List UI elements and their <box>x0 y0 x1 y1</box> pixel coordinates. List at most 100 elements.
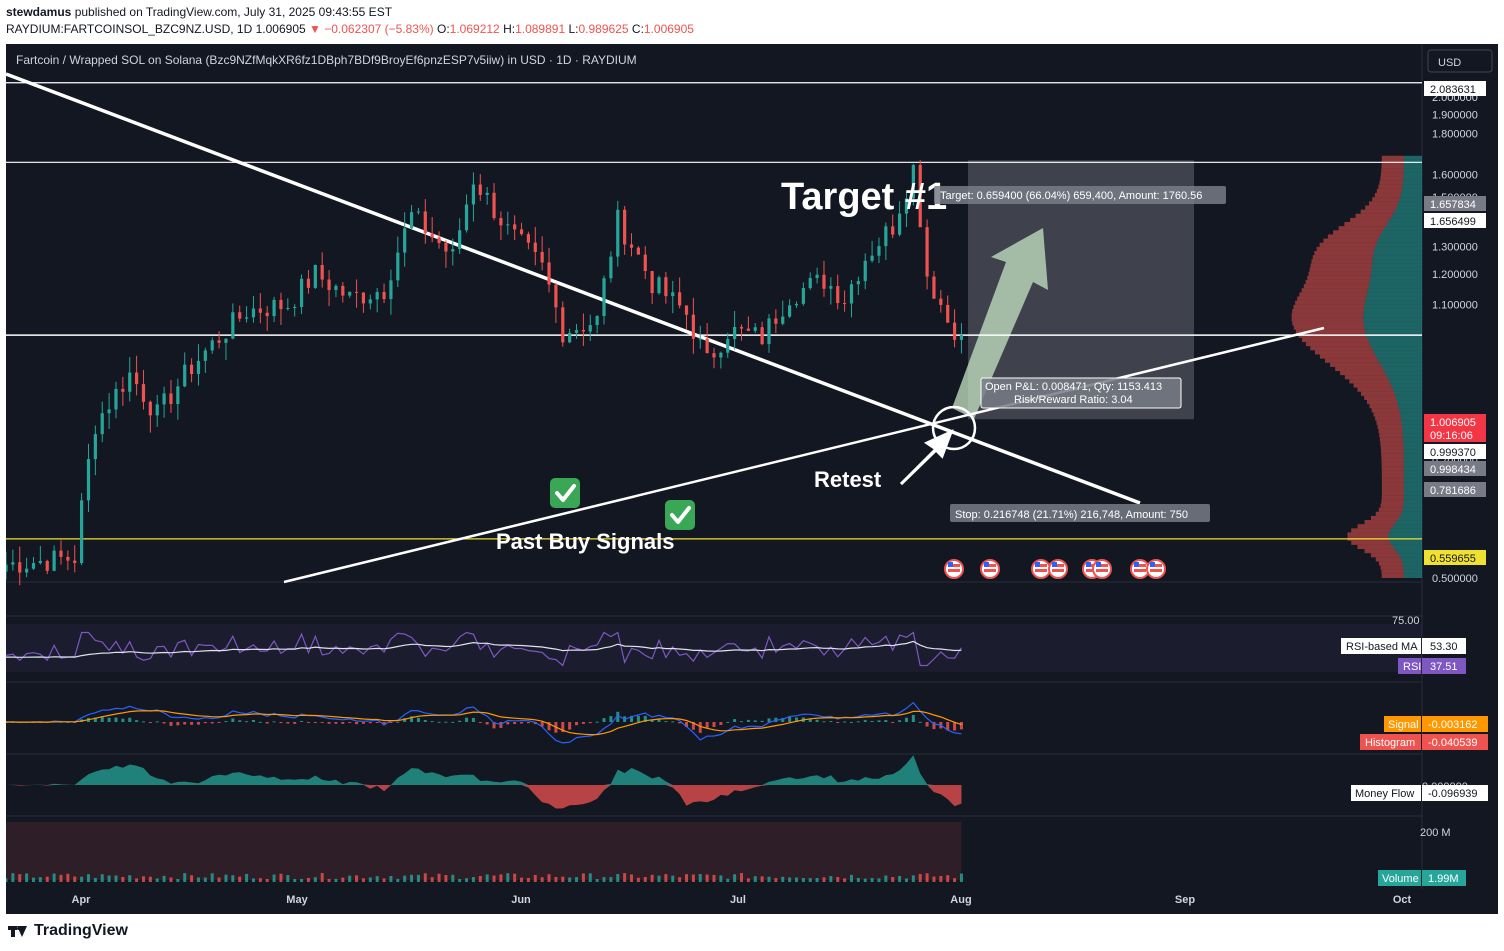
event-flag-stripe <box>1086 564 1098 567</box>
macd-histogram-bar <box>898 720 902 722</box>
candle-body <box>73 560 77 564</box>
time-label-sep: Sep <box>1175 894 1195 906</box>
macd-histogram-bar <box>66 721 70 723</box>
candle-body <box>561 307 565 343</box>
candle-body <box>224 338 228 343</box>
candle-body <box>423 211 427 234</box>
volume-bar <box>685 874 689 882</box>
macd-histogram-bar <box>423 720 427 722</box>
profile-bar-sell <box>1360 209 1395 214</box>
volume-bar <box>410 874 414 882</box>
candle-body <box>506 224 510 226</box>
macd-histogram-bar <box>128 717 132 722</box>
rsi-ma-label: RSI-based MA <box>1346 641 1418 653</box>
macd-histogram-bar <box>272 721 276 723</box>
macd-histogram-bar <box>471 717 475 722</box>
macd-histogram-bar <box>162 722 166 724</box>
macd-histogram-bar <box>341 722 345 724</box>
candle <box>293 304 297 317</box>
last-price: 1.006905 <box>255 22 306 36</box>
price-label-3: 1.006905 <box>1424 414 1486 429</box>
candle <box>375 287 379 313</box>
currency-button[interactable]: USD <box>1427 49 1493 73</box>
candle <box>671 280 675 314</box>
candle <box>925 219 929 290</box>
candle <box>464 194 469 233</box>
candle <box>176 378 180 420</box>
candle-body <box>66 556 70 561</box>
event-flag-stripe <box>1086 569 1098 572</box>
profile-bar-buy <box>1370 271 1422 276</box>
time-axis[interactable]: Apr May Jun Jul Aug Sep Oct <box>72 894 1412 906</box>
candle <box>231 303 235 340</box>
rsi-line <box>6 631 962 667</box>
profile-bar-buy <box>1395 395 1422 401</box>
volume-bar <box>265 878 269 882</box>
macd-histogram-bar <box>334 722 338 724</box>
candle <box>114 381 118 419</box>
macd-histogram-bar <box>822 721 826 723</box>
candle-body <box>93 434 97 460</box>
candle-body <box>533 242 537 252</box>
macd-histogram-bar <box>190 722 194 725</box>
candle <box>815 267 819 284</box>
profile-bar-sell <box>1344 222 1388 227</box>
macd-histogram-bar <box>148 722 152 723</box>
macd-histogram-bar <box>746 719 750 722</box>
candle-body <box>409 212 414 229</box>
footer-brand: TradingView <box>34 922 128 939</box>
price-tick-10: 0.500000 <box>1432 573 1478 585</box>
profile-bar-buy <box>1392 524 1422 529</box>
candle <box>891 214 895 239</box>
drawings[interactable] <box>899 405 977 486</box>
candle-body <box>18 562 22 573</box>
economic-events[interactable] <box>944 559 1166 579</box>
publisher-name[interactable]: stewdamus <box>6 5 72 19</box>
candle-body <box>904 198 909 214</box>
candle <box>643 246 647 280</box>
price-axis[interactable]: 2.0000001.9000001.8000001.6000001.500000… <box>1424 81 1486 585</box>
candle-body <box>464 204 469 231</box>
macd-histogram-bar <box>300 720 304 722</box>
profile-bar-sell <box>1377 424 1403 429</box>
candle-body <box>183 364 187 387</box>
macd-histogram-bar <box>196 722 200 725</box>
chart-canvas[interactable]: Fartcoin / Wrapped SOL on Solana (Bzc9NZ… <box>6 44 1498 914</box>
candle-body <box>602 278 606 317</box>
volume-bar <box>891 877 895 882</box>
event-flag-stripe <box>1134 569 1146 572</box>
macd-histogram-bar <box>671 721 675 723</box>
rr-text: Risk/Reward Ratio: 3.04 <box>1014 394 1133 406</box>
macd-histogram-bar <box>327 722 331 724</box>
candle <box>829 277 833 305</box>
profile-bar-buy <box>1403 176 1422 181</box>
price-label-8: 0.559655 <box>1424 550 1486 565</box>
macd-histogram-bar <box>348 722 352 723</box>
volume-bar <box>190 875 194 882</box>
volume-bar <box>623 873 627 882</box>
hist-value: -0.040539 <box>1428 737 1478 749</box>
price-label-text: 09:16:06 <box>1430 430 1473 442</box>
profile-bar-sell <box>1303 284 1369 289</box>
profile-bar-sell <box>1301 288 1368 293</box>
rsi-label: RSI <box>1403 661 1421 673</box>
profile-bar-sell <box>1376 420 1402 425</box>
candle-body <box>31 563 36 569</box>
macd-histogram-bar <box>581 722 585 724</box>
volume-bar <box>258 878 262 882</box>
candle-body <box>547 262 551 285</box>
profile-bar-sell <box>1319 242 1376 247</box>
profile-bar-sell <box>1381 495 1404 500</box>
candle <box>767 314 771 353</box>
rsi-ma-line <box>6 640 962 658</box>
profile-bar-buy <box>1389 379 1422 384</box>
candle <box>18 546 22 586</box>
volume-bar <box>320 873 324 882</box>
volume-bar <box>183 873 187 882</box>
volume-bar <box>616 874 620 882</box>
retest-arrow-icon <box>899 429 954 486</box>
event-flag-stripe <box>1052 564 1064 567</box>
candle <box>574 323 579 339</box>
chart-frame[interactable]: Fartcoin / Wrapped SOL on Solana (Bzc9NZ… <box>6 44 1498 914</box>
macd-histogram-bar <box>863 720 867 722</box>
